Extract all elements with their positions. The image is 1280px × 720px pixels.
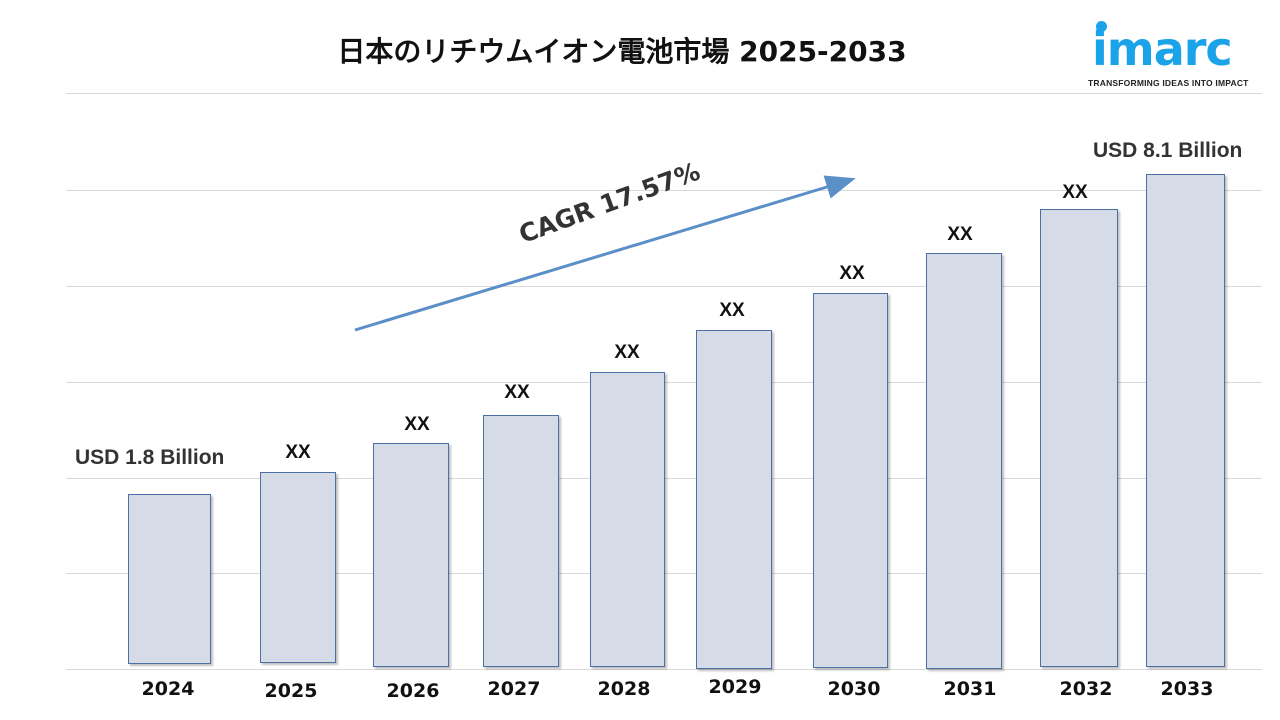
chart-title: 日本のリチウムイオン電池市場 2025-2033 xyxy=(337,35,907,68)
bar-2026 xyxy=(373,443,449,667)
logo-dot-icon xyxy=(1096,21,1107,32)
gridline xyxy=(66,93,1262,94)
logo-wordmark: imarc xyxy=(1092,22,1233,76)
x-tick-2029: 2029 xyxy=(708,676,762,698)
x-tick-2030: 2030 xyxy=(827,678,881,700)
x-tick-2033: 2033 xyxy=(1160,678,1214,700)
bar-2032 xyxy=(1040,209,1118,667)
value-label-2030: XX xyxy=(839,263,865,284)
value-label-2027: XX xyxy=(504,382,530,403)
logo-tagline: TRANSFORMING IDEAS INTO IMPACT xyxy=(1088,78,1249,88)
x-tick-2025: 2025 xyxy=(264,680,318,702)
gridline xyxy=(66,190,1262,191)
end-value-label: USD 8.1 Billion xyxy=(1093,139,1243,162)
start-value-label: USD 1.8 Billion xyxy=(75,446,225,469)
x-tick-2032: 2032 xyxy=(1059,678,1113,700)
x-tick-2026: 2026 xyxy=(386,680,440,702)
bar-2025 xyxy=(260,472,336,663)
bar-2028 xyxy=(590,372,665,667)
bar-2029 xyxy=(696,330,772,669)
bar-2027 xyxy=(483,415,559,667)
value-label-2032: XX xyxy=(1062,182,1088,203)
x-tick-2024: 2024 xyxy=(141,678,195,700)
value-label-2028: XX xyxy=(614,342,640,363)
imarc-logo: imarc TRANSFORMING IDEAS INTO IMPACT xyxy=(1088,18,1268,88)
x-tick-2028: 2028 xyxy=(597,678,651,700)
x-tick-2031: 2031 xyxy=(943,678,997,700)
value-label-2026: XX xyxy=(404,414,430,435)
bar-2030 xyxy=(813,293,888,668)
x-tick-2027: 2027 xyxy=(487,678,541,700)
value-label-2031: XX xyxy=(947,224,973,245)
bar-2033 xyxy=(1146,174,1225,667)
value-label-2025: XX xyxy=(285,442,311,463)
gridline xyxy=(66,286,1262,287)
x-axis-line xyxy=(66,669,1262,670)
bar-2024 xyxy=(128,494,211,664)
bar-2031 xyxy=(926,253,1002,669)
value-label-2029: XX xyxy=(719,300,745,321)
